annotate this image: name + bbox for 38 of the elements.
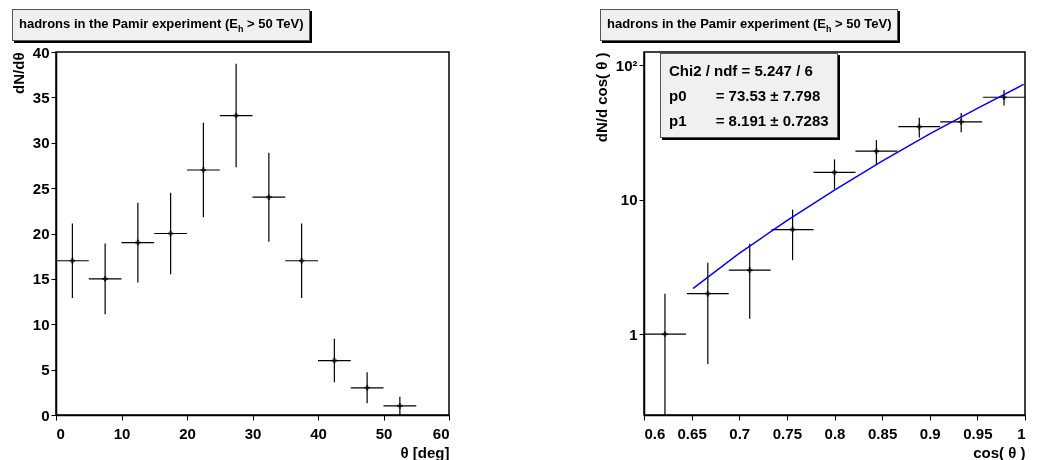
x-tick-label: 40 [310, 424, 327, 442]
y-tick-label: 30 [32, 134, 50, 152]
y-tick-label: 0 [41, 406, 50, 424]
y-tick-label: 10 [620, 191, 638, 209]
x-tick-label: 10 [113, 424, 131, 442]
x-tick-label: 60 [432, 424, 450, 442]
y-tick-label: 25 [32, 179, 50, 197]
chart-title: hadrons in the Pamir experiment (E$_{h}$ > 50 TeV) [600, 9, 899, 41]
x-axis-title: cos( θ ) [973, 443, 1026, 460]
x-tick-label: 1 [1017, 424, 1026, 442]
chart-title: hadrons in the Pamir experiment (E$_{h}$ > 50 TeV) [12, 9, 311, 41]
y-tick-label: 10² [615, 56, 638, 74]
y-tick-label: 1 [629, 325, 638, 343]
y-tick-label: 15 [32, 270, 50, 288]
x-tick-label: 0.95 [963, 424, 993, 442]
annotation: p1 = 8.191 ± 0.7283 [669, 112, 829, 129]
x-tick-label: 0 [56, 424, 65, 442]
x-tick-label: 20 [179, 424, 196, 442]
y-tick-label: 35 [32, 88, 50, 106]
y-tick-label: 5 [41, 361, 50, 379]
x-tick-label: 50 [375, 424, 393, 442]
y-tick-label: 40 [32, 43, 50, 61]
x-axis-title: θ [deg] [400, 443, 450, 460]
y-tick-label: 20 [32, 225, 50, 242]
x-tick-label: 30 [244, 424, 262, 442]
x-tick-label: 0.85 [868, 424, 898, 442]
x-tick-label: 0.75 [772, 424, 802, 442]
annotation: Chi2 / ndf = 5.247 / 6 [669, 62, 813, 79]
x-tick-label: 0.65 [677, 424, 707, 442]
y-axis-title: dN/d cos( θ ) [592, 52, 610, 143]
annotation: p0 = 73.53 ± 7.798 [669, 87, 821, 104]
x-tick-label: 0.8 [824, 424, 846, 442]
x-tick-label: 0.6 [644, 424, 666, 442]
line-series [692, 83, 1024, 289]
y-axis-title: dN/dθ [9, 52, 27, 94]
x-tick-label: 0.9 [919, 424, 941, 442]
y-tick-label: 10 [32, 315, 50, 333]
x-tick-label: 0.7 [729, 424, 751, 442]
